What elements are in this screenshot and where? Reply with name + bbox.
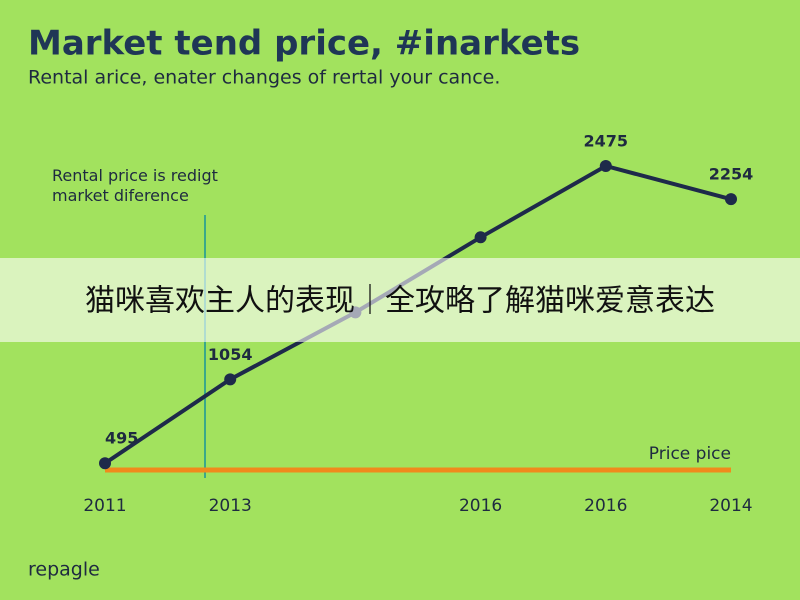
x-tick-label: 2011	[83, 496, 126, 516]
footer: repagle	[28, 559, 100, 581]
data-point	[224, 373, 237, 386]
data-point	[599, 160, 612, 172]
x-tick-label: 2016	[584, 496, 627, 516]
annotation: Rental price is redigt market diference	[52, 166, 218, 205]
chart-subtitle: Rental arice, enater changes of rertal y…	[28, 67, 500, 89]
banner	[0, 258, 800, 342]
data-label: 2254	[709, 165, 754, 184]
chart-title: Market tend price, #inarkets	[28, 24, 580, 64]
data-point	[725, 193, 737, 206]
x-tick-label: 2016	[459, 496, 502, 516]
x-tick-label: 2014	[709, 496, 752, 516]
data-label: 2475	[584, 132, 629, 151]
data-point	[474, 231, 487, 244]
x-tick-label: 2013	[209, 496, 252, 516]
data-point	[99, 457, 111, 470]
reference-label: Price pice	[649, 444, 731, 464]
banner-text: 猫咪喜欢主人的表现｜全攻略了解猫咪爱意表达	[85, 284, 715, 319]
data-label: 495	[105, 429, 138, 448]
data-label: 1054	[208, 345, 253, 364]
